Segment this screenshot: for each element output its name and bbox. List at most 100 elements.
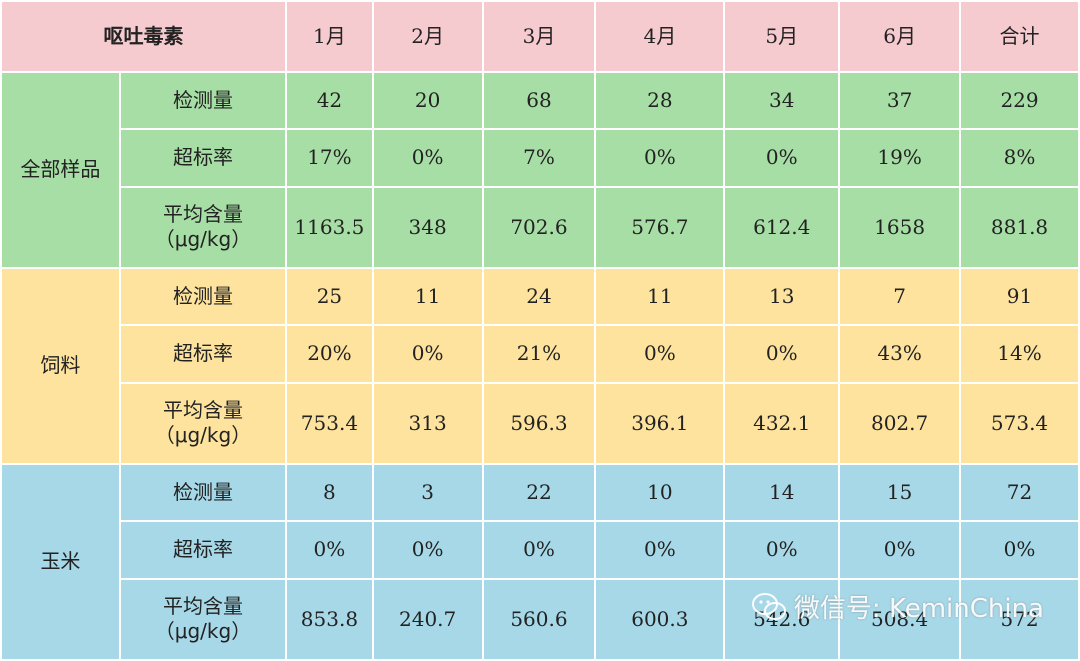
table-cell: 37 (838, 70, 962, 131)
table-cell: 11 (371, 266, 484, 327)
table-cell: 7 (838, 266, 962, 327)
table-row: 超标率 17% 0% 7% 0% 0% 19% 8% (1, 128, 1080, 188)
metric-name: 平均含量 (162, 398, 243, 423)
table-cell: 22 (481, 462, 597, 523)
metric-name: 超标率 (172, 341, 233, 366)
table-cell: 3 (371, 462, 484, 523)
table-cell: 600.3 (594, 577, 726, 661)
table-cell: 11 (594, 266, 726, 327)
table-cell: 0% (594, 324, 726, 384)
metric-name: 检测量 (172, 480, 233, 505)
metric-name: 检测量 (172, 284, 233, 309)
metric-label: 检测量 (118, 462, 288, 523)
metric-label: 超标率 (118, 520, 288, 580)
table-cell: 853.8 (285, 577, 374, 661)
metric-label: 超标率 (118, 324, 288, 384)
table-cell: 802.7 (838, 381, 962, 465)
table-cell: 881.8 (959, 185, 1080, 269)
table-cell: 34 (723, 70, 841, 131)
metric-label: 检测量 (118, 70, 288, 131)
table-cell: 612.4 (723, 185, 841, 269)
table-cell: 0% (959, 520, 1080, 580)
metric-name: 超标率 (172, 145, 233, 170)
metric-name: 检测量 (172, 88, 233, 113)
header-month: 6月 (838, 0, 962, 73)
header-corner: 呕吐毒素 (0, 0, 288, 73)
table-cell: 10 (594, 462, 726, 523)
table-cell: 21% (481, 324, 597, 384)
table-row: 平均含量 （μg/kg） 753.4 313 596.3 396.1 432.1 802.7 5… (1, 381, 1080, 465)
table-cell: 42 (285, 70, 374, 131)
table-cell: 7% (481, 128, 597, 188)
table-cell: 313 (371, 381, 484, 465)
table-cell: 229 (959, 70, 1080, 131)
table-cell: 702.6 (481, 185, 597, 269)
table-row: 超标率 20% 0% 21% 0% 0% 43% 14% (1, 324, 1080, 384)
table-cell: 8 (285, 462, 374, 523)
table-cell: 0% (371, 128, 484, 188)
table-cell: 24 (481, 266, 597, 327)
metric-label: 检测量 (118, 266, 288, 327)
table-cell: 0% (838, 520, 962, 580)
metric-name: 超标率 (172, 537, 233, 562)
table-row: 超标率 0% 0% 0% 0% 0% 0% 0% (1, 520, 1080, 580)
table-cell: 572 (959, 577, 1080, 661)
table-cell: 17% (285, 128, 374, 188)
table-cell: 0% (723, 324, 841, 384)
group-label: 玉米 (0, 462, 121, 661)
table-cell: 72 (959, 462, 1080, 523)
metric-label: 平均含量 （μg/kg） (118, 381, 288, 465)
table-cell: 596.3 (481, 381, 597, 465)
table-cell: 0% (371, 324, 484, 384)
table-cell: 753.4 (285, 381, 374, 465)
table-cell: 1163.5 (285, 185, 374, 269)
table-cell: 14 (723, 462, 841, 523)
table-cell: 20% (285, 324, 374, 384)
table-cell: 14% (959, 324, 1080, 384)
metric-unit: （μg/kg） (154, 423, 252, 448)
table-cell: 560.6 (481, 577, 597, 661)
table-cell: 1658 (838, 185, 962, 269)
header-month: 3月 (481, 0, 597, 73)
table-row: 全部样品 检测量 42 20 68 28 34 37 229 (0, 70, 1080, 269)
header-total: 合计 (959, 0, 1080, 73)
table-cell: 68 (481, 70, 597, 131)
table-cell: 240.7 (371, 577, 484, 661)
header-month: 5月 (723, 0, 841, 73)
group-label: 全部样品 (0, 71, 121, 269)
table-cell: 91 (959, 266, 1080, 327)
table-row: 平均含量 （μg/kg） 1163.5 348 702.6 576.7 612.4 1658 8… (1, 185, 1080, 269)
table-cell: 573.4 (959, 381, 1080, 465)
table-cell: 0% (594, 520, 726, 580)
table-cell: 0% (723, 520, 841, 580)
table-cell: 0% (371, 520, 484, 580)
table-cell: 8% (959, 128, 1080, 188)
table-cell: 0% (481, 520, 597, 580)
table-cell: 15 (838, 462, 962, 523)
table-cell: 0% (594, 128, 726, 188)
table-cell: 432.1 (723, 381, 841, 465)
metric-unit: （μg/kg） (154, 619, 252, 644)
table-row: 饲料 检测量 25 11 24 11 13 7 91 (0, 266, 1080, 465)
table-row: 平均含量 （μg/kg） 853.8 240.7 560.6 600.3 542.6 508.… (1, 577, 1080, 661)
table-cell: 20 (371, 70, 484, 131)
metric-name: 平均含量 (162, 594, 243, 619)
metric-label: 平均含量 （μg/kg） (118, 185, 288, 269)
table-cell: 0% (285, 520, 374, 580)
table-cell: 25 (285, 266, 374, 327)
header-month: 1月 (285, 0, 374, 73)
table-row: 玉米 检测量 8 3 22 10 14 15 72 (0, 462, 1080, 661)
header-month: 2月 (371, 0, 484, 73)
metric-label: 超标率 (118, 128, 288, 188)
header-row: 呕吐毒素 1月 2月 3月 4月 5月 6月 合计 (0, 0, 1080, 73)
table-cell: 508.4 (838, 577, 962, 661)
table-cell: 576.7 (594, 185, 726, 269)
metric-label: 平均含量 （μg/kg） (118, 577, 288, 661)
table-cell: 396.1 (594, 381, 726, 465)
table-cell: 348 (371, 185, 484, 269)
table-cell: 542.6 (723, 577, 841, 661)
metric-unit: （μg/kg） (154, 227, 252, 252)
table-cell: 19% (838, 128, 962, 188)
